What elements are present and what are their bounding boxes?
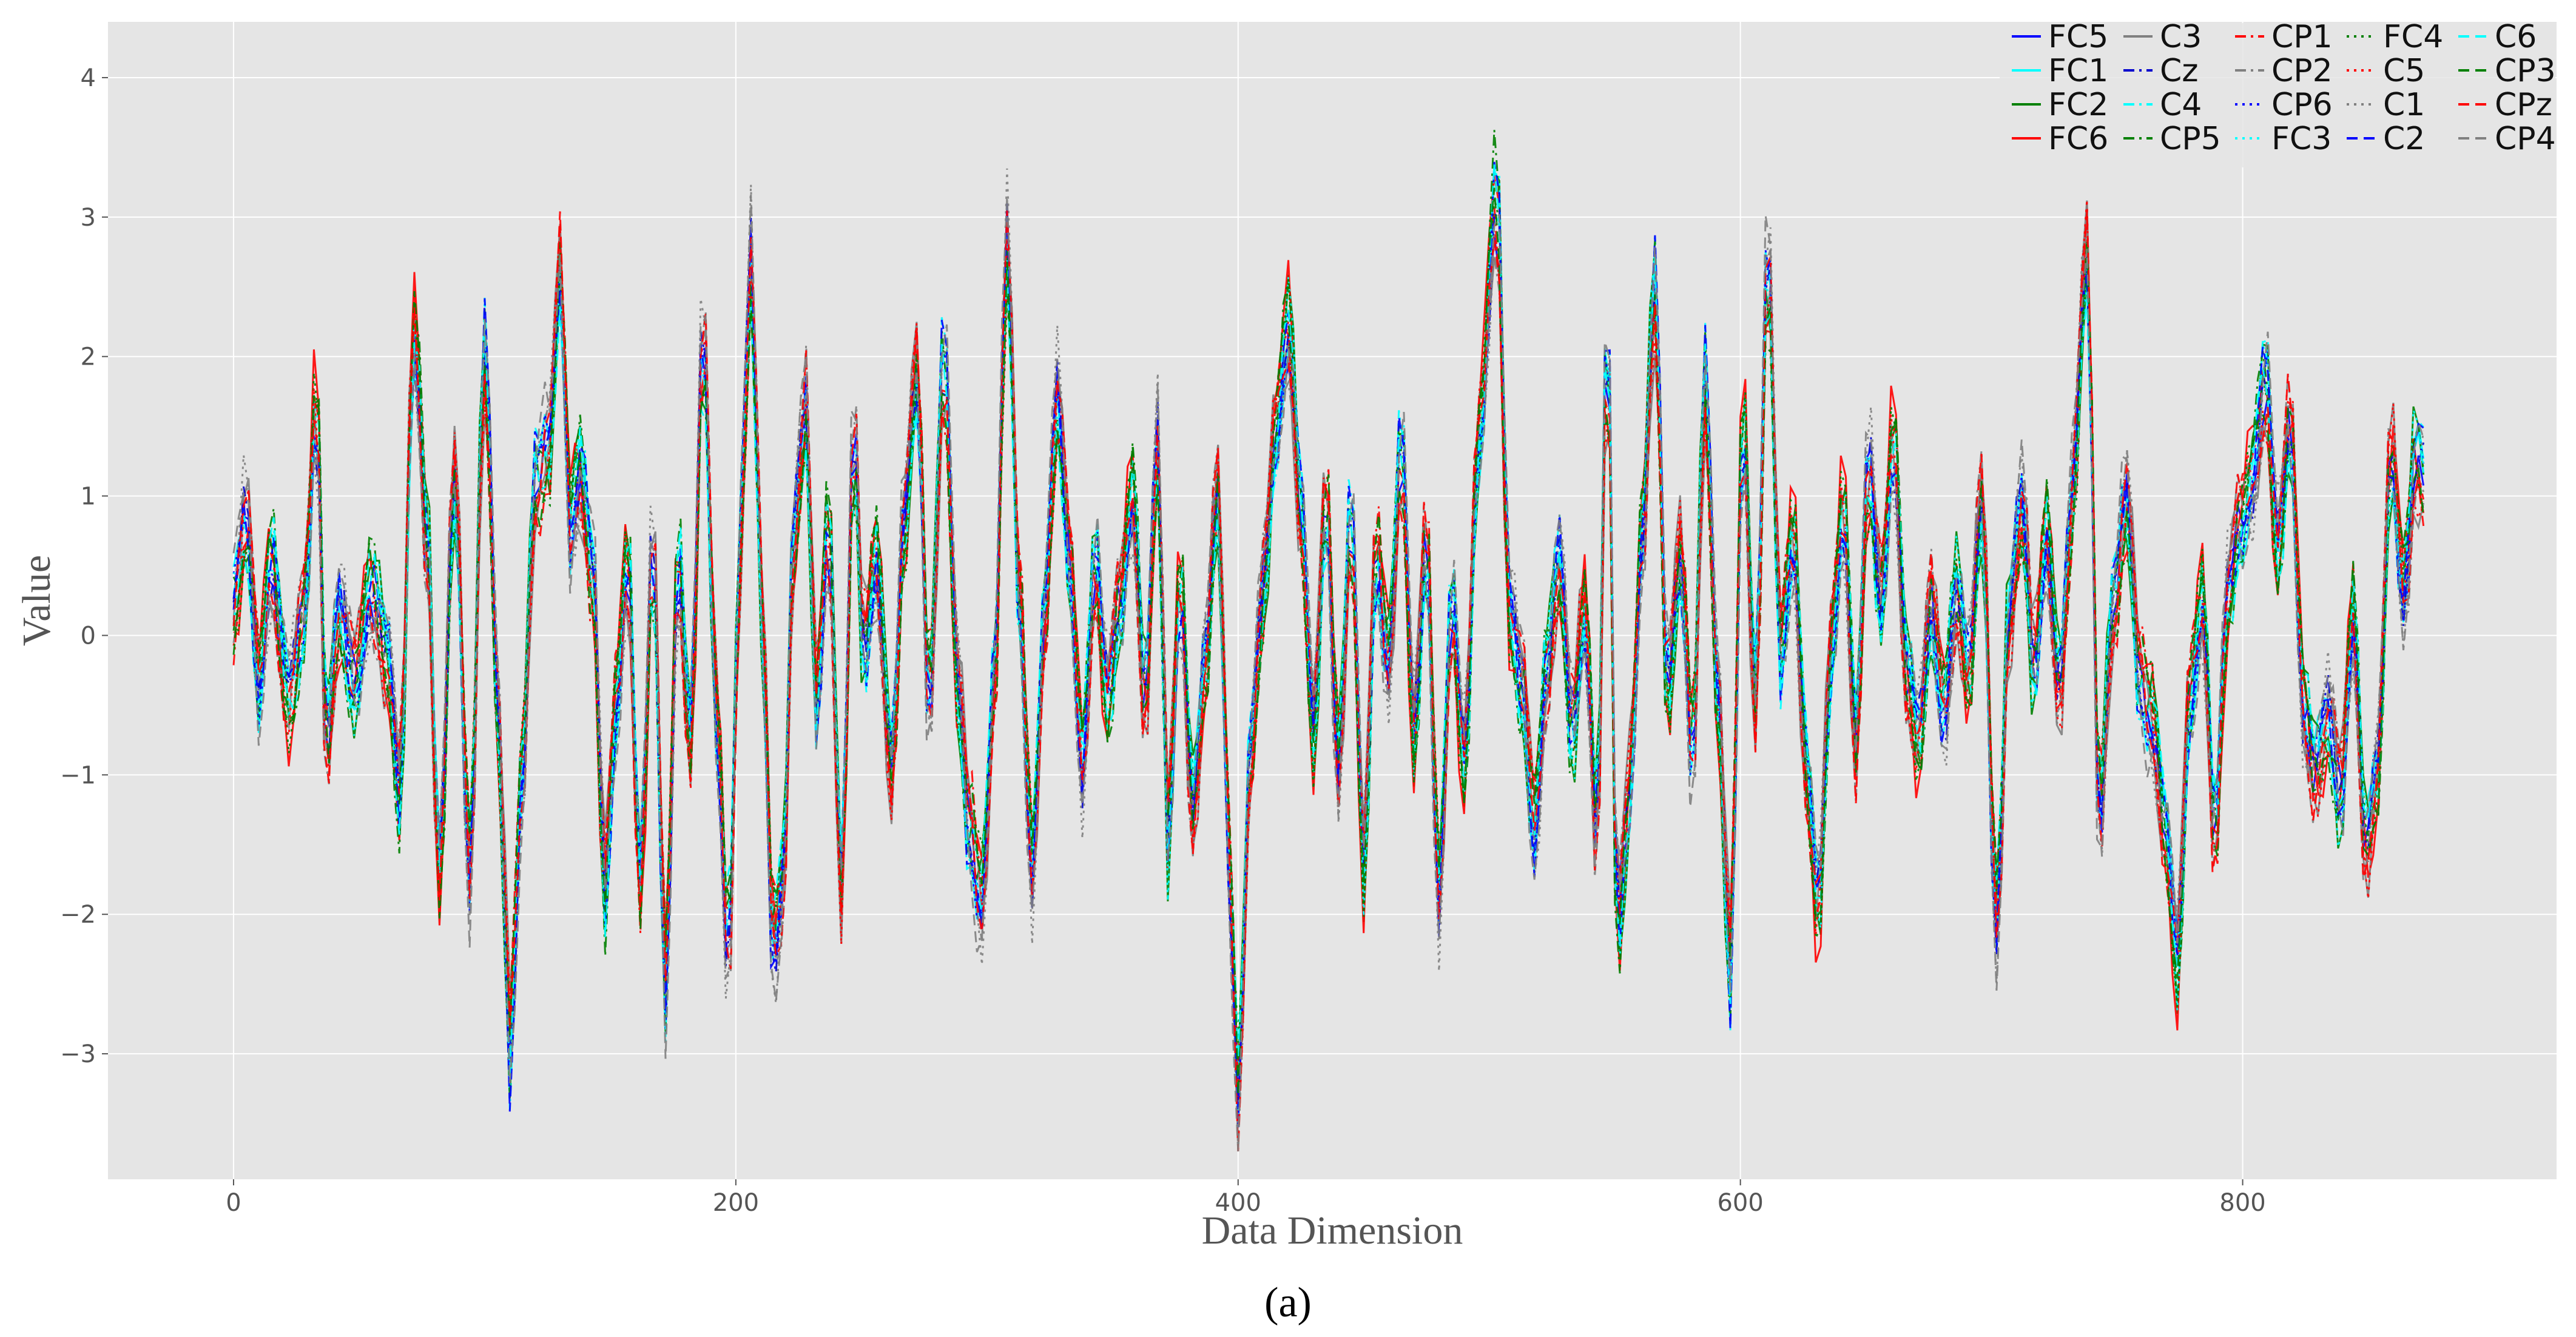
y-tick-label: 0 <box>81 622 96 650</box>
legend-label: FC3 <box>2271 121 2332 157</box>
x-axis-title: Data Dimension <box>1202 1208 1463 1253</box>
grid-lines <box>108 22 2557 1179</box>
series-line-cp3 <box>232 187 2425 1096</box>
y-tick-label: 3 <box>81 204 96 232</box>
legend-label: FC4 <box>2383 19 2443 55</box>
legend-label: C4 <box>2160 87 2202 123</box>
legend-label: C5 <box>2383 53 2425 89</box>
series-line-cp4 <box>232 194 2425 1152</box>
series-line-c1 <box>232 168 2425 1141</box>
x-tick-label: 400 <box>1215 1189 1261 1217</box>
legend-label: CP3 <box>2495 53 2556 89</box>
x-tick-label: 0 <box>226 1189 241 1217</box>
legend-label: CP4 <box>2495 121 2556 157</box>
legend-label: CP1 <box>2271 19 2333 55</box>
legend-label: FC2 <box>2048 87 2108 123</box>
x-tick-label: 200 <box>713 1189 759 1217</box>
legend-label: CP2 <box>2271 53 2333 89</box>
y-axis-title: Value <box>15 555 59 646</box>
series-lines <box>232 129 2425 1152</box>
y-tick-label: −1 <box>60 761 96 789</box>
y-tick-label: −3 <box>60 1040 96 1068</box>
figure-caption: (a) <box>1264 1279 1312 1326</box>
x-tick-label: 600 <box>1717 1189 1763 1217</box>
legend-label: CPz <box>2495 87 2552 123</box>
legend-label: C1 <box>2383 87 2425 123</box>
legend-label: CP5 <box>2160 121 2221 157</box>
legend-label: CP6 <box>2271 87 2333 123</box>
y-tick-label: −2 <box>60 901 96 929</box>
legend-label: C6 <box>2495 19 2537 55</box>
legend-label: Cz <box>2160 53 2199 89</box>
y-tick-label: 2 <box>81 343 96 371</box>
x-axis-ticks: 0 200 400 600 800 <box>226 1179 2266 1217</box>
series-line-cp1 <box>232 205 2425 1093</box>
legend-label: C2 <box>2383 121 2425 157</box>
x-tick-label: 800 <box>2219 1189 2265 1217</box>
legend-label: FC5 <box>2048 19 2108 55</box>
legend-box <box>2000 23 2555 167</box>
y-tick-label: 4 <box>81 64 96 92</box>
y-axis-ticks: −3 −2 −1 0 1 2 3 4 <box>60 64 108 1068</box>
y-tick-label: 1 <box>81 483 96 511</box>
legend-label: FC6 <box>2048 121 2108 157</box>
legend-label: FC1 <box>2048 53 2108 89</box>
legend-label: C3 <box>2160 19 2202 55</box>
